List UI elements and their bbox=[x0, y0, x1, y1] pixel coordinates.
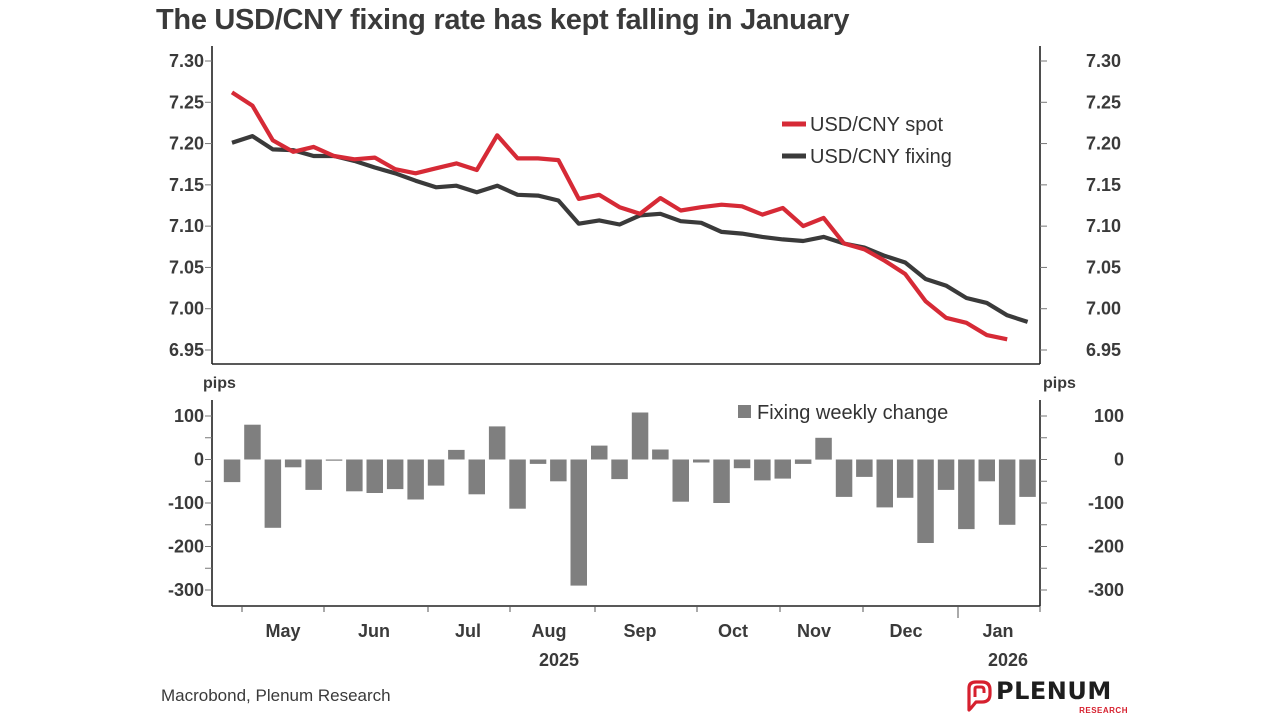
fixing-change-bar bbox=[754, 459, 771, 481]
fixing-change-bar bbox=[958, 459, 975, 530]
fixing-change-bar bbox=[570, 459, 587, 586]
bar-y-tick-label-left: -100 bbox=[168, 493, 204, 513]
fixing-change-bar bbox=[611, 459, 628, 480]
bar-panel: 100 100 0 0 -100 -100 -200 -200 -300 -300 pips pips… bbox=[168, 375, 1124, 607]
y-tick-label-right: 7.30 bbox=[1086, 51, 1121, 71]
x-month-label: Jun bbox=[358, 621, 390, 641]
y-tick-label-left: 7.00 bbox=[169, 299, 204, 319]
fixing-change-bar bbox=[550, 459, 567, 482]
unit-label-left: pips bbox=[203, 375, 236, 392]
x-month-label: May bbox=[265, 621, 300, 641]
x-month-label: Oct bbox=[718, 621, 748, 641]
x-year-label: 2025 bbox=[539, 650, 579, 670]
x-month-label: Jan bbox=[982, 621, 1013, 641]
x-month-label: Dec bbox=[889, 621, 922, 641]
legend-swatch-bars bbox=[738, 405, 751, 418]
unit-label-right: pips bbox=[1043, 375, 1076, 392]
x-month-label: Nov bbox=[797, 621, 831, 641]
fixing-change-bar bbox=[713, 459, 730, 503]
legend-label-fixing: USD/CNY fixing bbox=[810, 146, 952, 168]
plenum-logo: PLENUM RESEARCH bbox=[966, 678, 1136, 720]
y-tick-label-right: 7.10 bbox=[1086, 216, 1121, 236]
bar-y-tick-label-right: 100 bbox=[1094, 406, 1124, 426]
fixing-change-bar bbox=[325, 459, 343, 461]
x-month-label: Aug bbox=[532, 621, 567, 641]
fixing-change-bar bbox=[856, 459, 873, 477]
fixing-line bbox=[231, 134, 1029, 324]
fixing-change-bar bbox=[366, 459, 383, 493]
bar-y-tick-label-left: 0 bbox=[194, 450, 204, 470]
y-tick-label-left: 6.95 bbox=[169, 340, 204, 360]
bar-y-tick-label-left: -200 bbox=[168, 537, 204, 557]
fixing-change-bar bbox=[591, 445, 608, 460]
bar-y-tick-label-right: -300 bbox=[1088, 580, 1124, 600]
fixing-change-bar bbox=[998, 459, 1016, 525]
bar-y-tick-label-right: -100 bbox=[1088, 493, 1124, 513]
fixing-change-bar bbox=[529, 459, 547, 464]
x-axis: May Jun Jul Aug Sep Oct Nov Dec Jan 2025 2026 bbox=[241, 606, 1041, 670]
fixing-change-bar bbox=[468, 459, 485, 495]
y-tick-label-right: 7.00 bbox=[1086, 299, 1121, 319]
y-tick-label-right: 7.15 bbox=[1086, 175, 1121, 195]
fixing-change-bar bbox=[917, 459, 934, 543]
fixing-change-bar bbox=[631, 412, 649, 460]
fixing-change-bar bbox=[876, 459, 893, 508]
y-tick-label-right: 7.05 bbox=[1086, 257, 1121, 277]
fixing-change-bar bbox=[896, 459, 914, 498]
fixing-change-bar bbox=[509, 459, 526, 509]
fixing-change-bar bbox=[223, 459, 241, 483]
fixing-change-bar bbox=[305, 459, 322, 490]
logo-subtitle: RESEARCH bbox=[1079, 706, 1128, 715]
spot-line bbox=[230, 90, 1008, 342]
fixing-change-bar bbox=[652, 449, 669, 460]
logo-mark-icon bbox=[967, 680, 992, 712]
logo-wordmark: PLENUM bbox=[996, 677, 1112, 705]
bar-y-tick-label-right: 0 bbox=[1114, 450, 1124, 470]
y-tick-label-left: 7.25 bbox=[169, 92, 204, 112]
source-note: Macrobond, Plenum Research bbox=[161, 686, 391, 705]
y-tick-label-left: 7.10 bbox=[169, 216, 204, 236]
fixing-change-bar bbox=[693, 459, 710, 463]
line-panel: 7.30 7.30 7.25 7.25 7.20 7.20 7.15 7.15 7.10 7.10… bbox=[169, 46, 1121, 365]
fixing-change-bar bbox=[733, 459, 751, 469]
x-month-label: Jul bbox=[455, 621, 481, 641]
fixing-change-bar bbox=[407, 459, 424, 500]
fixing-change-bar bbox=[1019, 459, 1036, 497]
fixing-change-bar bbox=[794, 459, 812, 464]
fixing-change-bar bbox=[448, 449, 465, 460]
fixing-change-bar bbox=[386, 459, 404, 490]
bar-y-tick-label-right: -200 bbox=[1088, 537, 1124, 557]
fixing-change-bar bbox=[835, 459, 853, 497]
fixing-change-bar bbox=[264, 459, 282, 528]
fixing-change-bar bbox=[937, 459, 955, 490]
y-tick-label-left: 7.20 bbox=[169, 134, 204, 154]
legend-label-bars: Fixing weekly change bbox=[757, 402, 948, 424]
x-year-label: 2026 bbox=[988, 650, 1028, 670]
fixing-change-bar bbox=[244, 424, 261, 460]
y-tick-label-right: 6.95 bbox=[1086, 340, 1121, 360]
fixing-change-bar bbox=[774, 459, 791, 479]
y-tick-label-left: 7.30 bbox=[169, 51, 204, 71]
bar-y-tick-label-left: 100 bbox=[174, 406, 204, 426]
y-tick-label-right: 7.25 bbox=[1086, 92, 1121, 112]
fixing-change-bar bbox=[346, 459, 363, 492]
y-tick-label-left: 7.15 bbox=[169, 175, 204, 195]
fixing-change-bar bbox=[672, 459, 689, 502]
fixing-change-bar bbox=[284, 459, 302, 468]
x-month-label: Sep bbox=[623, 621, 656, 641]
fixing-change-bar bbox=[815, 437, 832, 460]
fixing-change-bar bbox=[488, 426, 506, 460]
legend-label-spot: USD/CNY spot bbox=[810, 114, 943, 136]
y-tick-label-right: 7.20 bbox=[1086, 134, 1121, 154]
fixing-change-bar bbox=[978, 459, 995, 482]
fixing-change-bar bbox=[427, 459, 445, 486]
bar-y-tick-label-left: -300 bbox=[168, 580, 204, 600]
chart-title: The USD/CNY fixing rate has kept falling… bbox=[156, 4, 850, 36]
y-tick-label-left: 7.05 bbox=[169, 257, 204, 277]
